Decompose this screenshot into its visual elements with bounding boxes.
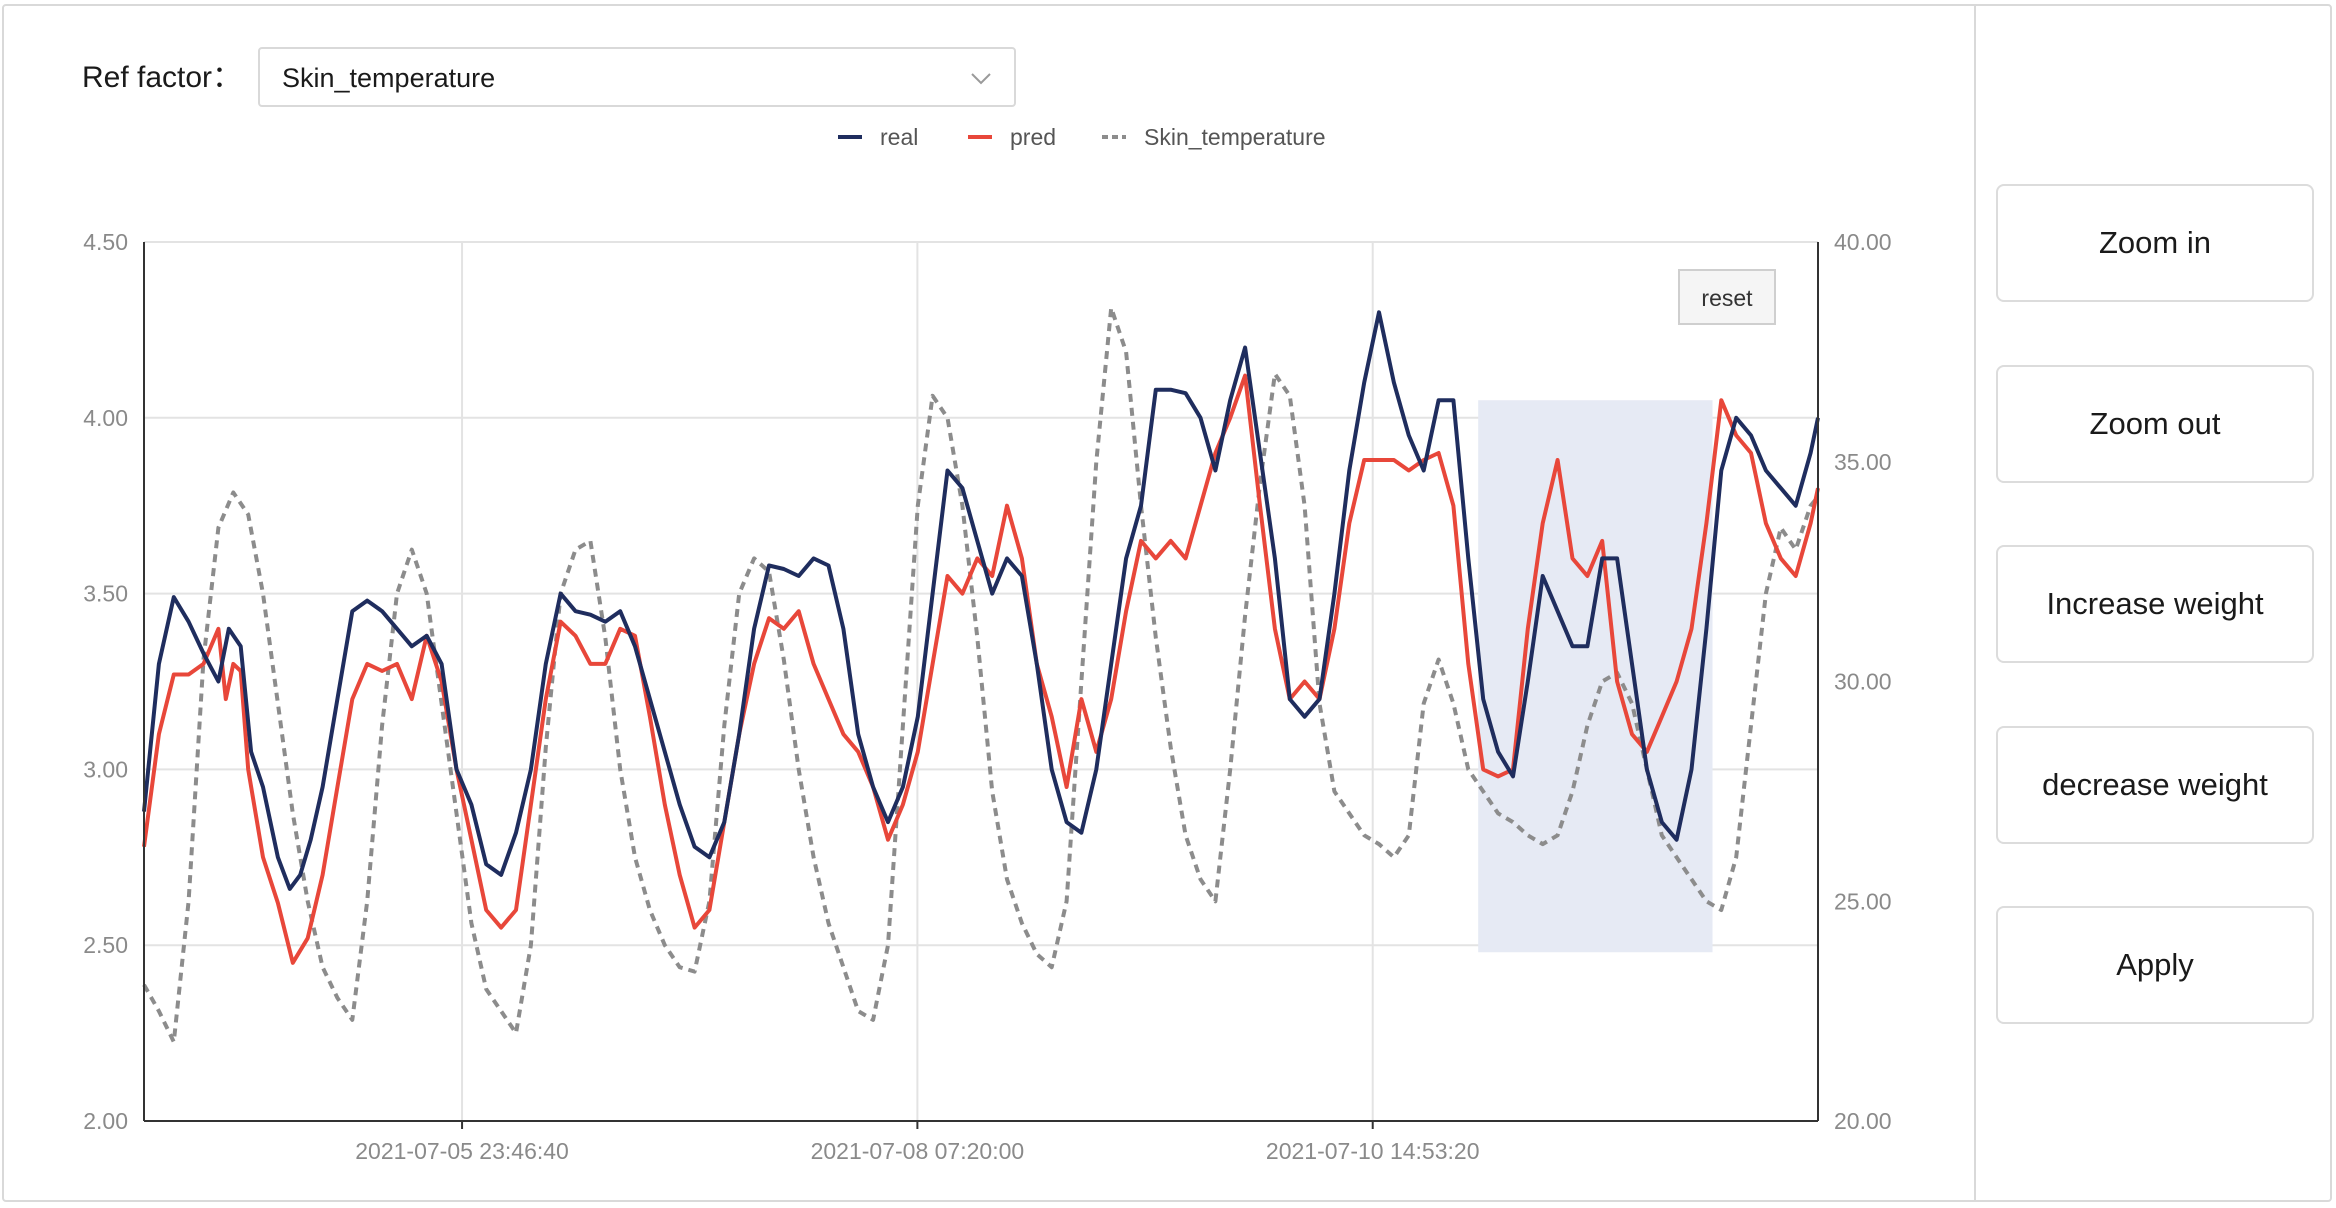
reset-button-label: reset: [1701, 285, 1753, 311]
apply-button[interactable]: Apply: [1996, 906, 2314, 1024]
chart-axes: 2.00 2.50 3.00 3.50 4.00 4.50 20.00 25.00 30.00 3…: [83, 229, 1891, 1164]
y-right-tick-label: 20.00: [1834, 1108, 1892, 1134]
reset-button[interactable]: reset: [1678, 269, 1776, 325]
reset-button-box: [1678, 269, 1776, 325]
chart-legend: real pred Skin_temperature: [838, 124, 1326, 150]
y-right-tick-label: 35.00: [1834, 449, 1892, 475]
ref-factor-select[interactable]: Skin_temperature: [258, 47, 1016, 107]
legend-item-real[interactable]: real: [838, 124, 918, 150]
chart-series: [142, 305, 1820, 1044]
series-line-real: [142, 310, 1820, 891]
selection-region[interactable]: [1478, 400, 1713, 953]
chevron-down-icon: [971, 73, 991, 85]
y-right-tick-label: 40.00: [1834, 229, 1892, 255]
legend-label-real: real: [880, 124, 918, 150]
increase-weight-button[interactable]: Increase weight: [1996, 545, 2314, 663]
y-right-tick-label: 30.00: [1834, 669, 1892, 695]
ref-factor-selected-value: Skin_temperature: [282, 63, 496, 93]
y-left-tick-label: 2.00: [83, 1108, 128, 1134]
y-right-tick-label: 25.00: [1834, 888, 1892, 914]
decrease-weight-button[interactable]: decrease weight: [1996, 726, 2314, 844]
legend-item-pred[interactable]: pred: [968, 124, 1056, 150]
series-line-skin-temperature: [142, 305, 1820, 1044]
y-left-tick-label: 4.50: [83, 229, 128, 255]
y-left-tick-label: 3.00: [83, 756, 128, 782]
x-tick-label: 2021-07-08 07:20:00: [811, 1138, 1025, 1164]
y-left-tick-label: 3.50: [83, 581, 128, 607]
legend-label-pred: pred: [1010, 124, 1056, 150]
y-left-tick-label: 4.00: [83, 405, 128, 431]
legend-item-skin-temperature[interactable]: Skin_temperature: [1102, 124, 1326, 150]
x-tick-label: 2021-07-05 23:46:40: [355, 1138, 569, 1164]
app-frame: [2, 4, 2332, 1202]
line-chart: real pred Skin_temperature 2.00 2.50 3.00 3…: [83, 124, 1891, 1164]
y-left-tick-label: 2.50: [83, 932, 128, 958]
zoom-out-button[interactable]: Zoom out: [1996, 365, 2314, 483]
panel-divider: [1974, 4, 1976, 1202]
ref-factor-label: Ref factor：: [82, 61, 243, 94]
legend-label-skin-temperature: Skin_temperature: [1144, 124, 1326, 150]
x-tick-label: 2021-07-10 14:53:20: [1266, 1138, 1480, 1164]
series-line-pred: [142, 373, 1820, 965]
zoom-in-button[interactable]: Zoom in: [1996, 184, 2314, 302]
